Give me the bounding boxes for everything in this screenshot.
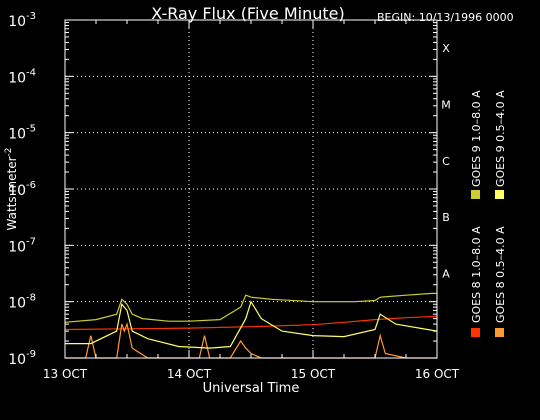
flare-class-label: C: [442, 155, 450, 168]
y-tick-exponent: -6: [26, 180, 36, 191]
y-axis-label: Watts meter-2: [4, 147, 19, 230]
y-tick-base: 10: [8, 239, 26, 255]
grid-lines: [65, 20, 437, 358]
x-tick-label: 15 OCT: [291, 367, 336, 381]
y-tick-label: 10-9: [8, 349, 36, 368]
y-tick-label: 10-5: [8, 124, 36, 143]
y-tick-label: 10-4: [8, 67, 36, 86]
y-tick-exponent: -7: [26, 236, 36, 247]
chart-title: X-Ray Flux (Five Minute): [151, 4, 344, 23]
x-axis-label: Universal Time: [203, 381, 300, 396]
flare-class-axis: X M C B A: [441, 42, 451, 280]
legend-swatch: [471, 190, 480, 199]
begin-date-label: BEGIN: 10/13/1996 0000: [377, 11, 514, 24]
y-axis: 10-310-410-510-610-710-810-9: [8, 11, 437, 368]
y-axis-label-text: Watts meter: [5, 156, 19, 230]
legend-swatch: [471, 328, 480, 337]
x-axis: 13 OCT 14 OCT 15 OCT 16 OCT: [43, 20, 460, 381]
y-tick-exponent: -9: [26, 349, 36, 360]
legend-swatch: [495, 328, 504, 337]
y-tick-base: 10: [8, 296, 26, 312]
x-tick-label: 16 OCT: [415, 367, 460, 381]
y-tick-label: 10-3: [8, 11, 36, 30]
legend-label: GOES 9 0.5–4.0 A: [494, 90, 507, 187]
y-tick-base: 10: [8, 183, 26, 199]
y-tick-base: 10: [8, 70, 26, 86]
series-line: [64, 292, 437, 323]
x-tick-label: 13 OCT: [43, 367, 88, 381]
legend-label: GOES 8 0.5–4.0 A: [494, 226, 507, 323]
x-tick-label: 14 OCT: [167, 367, 212, 381]
flare-class-label: M: [441, 99, 451, 112]
legend-label: GOES 9 1.0–8.0 A: [470, 90, 483, 187]
y-tick-base: 10: [8, 14, 26, 30]
y-tick-exponent: -4: [26, 67, 36, 78]
legend: GOES 8 1.0–8.0 A GOES 8 0.5–4.0 A GOES 9 1…: [470, 90, 507, 337]
y-axis-label-exponent: -2: [4, 147, 14, 156]
y-tick-base: 10: [8, 352, 26, 368]
y-tick-label: 10-6: [8, 180, 36, 199]
legend-label: GOES 8 1.0–8.0 A: [470, 226, 483, 323]
flare-class-label: A: [442, 268, 450, 281]
y-tick-base: 10: [8, 127, 26, 143]
series-line: [65, 300, 438, 349]
y-tick-exponent: -3: [26, 11, 36, 22]
y-tick-exponent: -5: [26, 124, 36, 135]
y-tick-label: 10-8: [8, 293, 36, 312]
y-tick-label: 10-7: [8, 236, 36, 255]
series-line: [64, 315, 438, 331]
y-tick-exponent: -8: [26, 293, 36, 304]
legend-swatch: [495, 190, 504, 199]
flare-class-label: B: [442, 211, 450, 224]
flare-class-label: X: [442, 42, 450, 55]
